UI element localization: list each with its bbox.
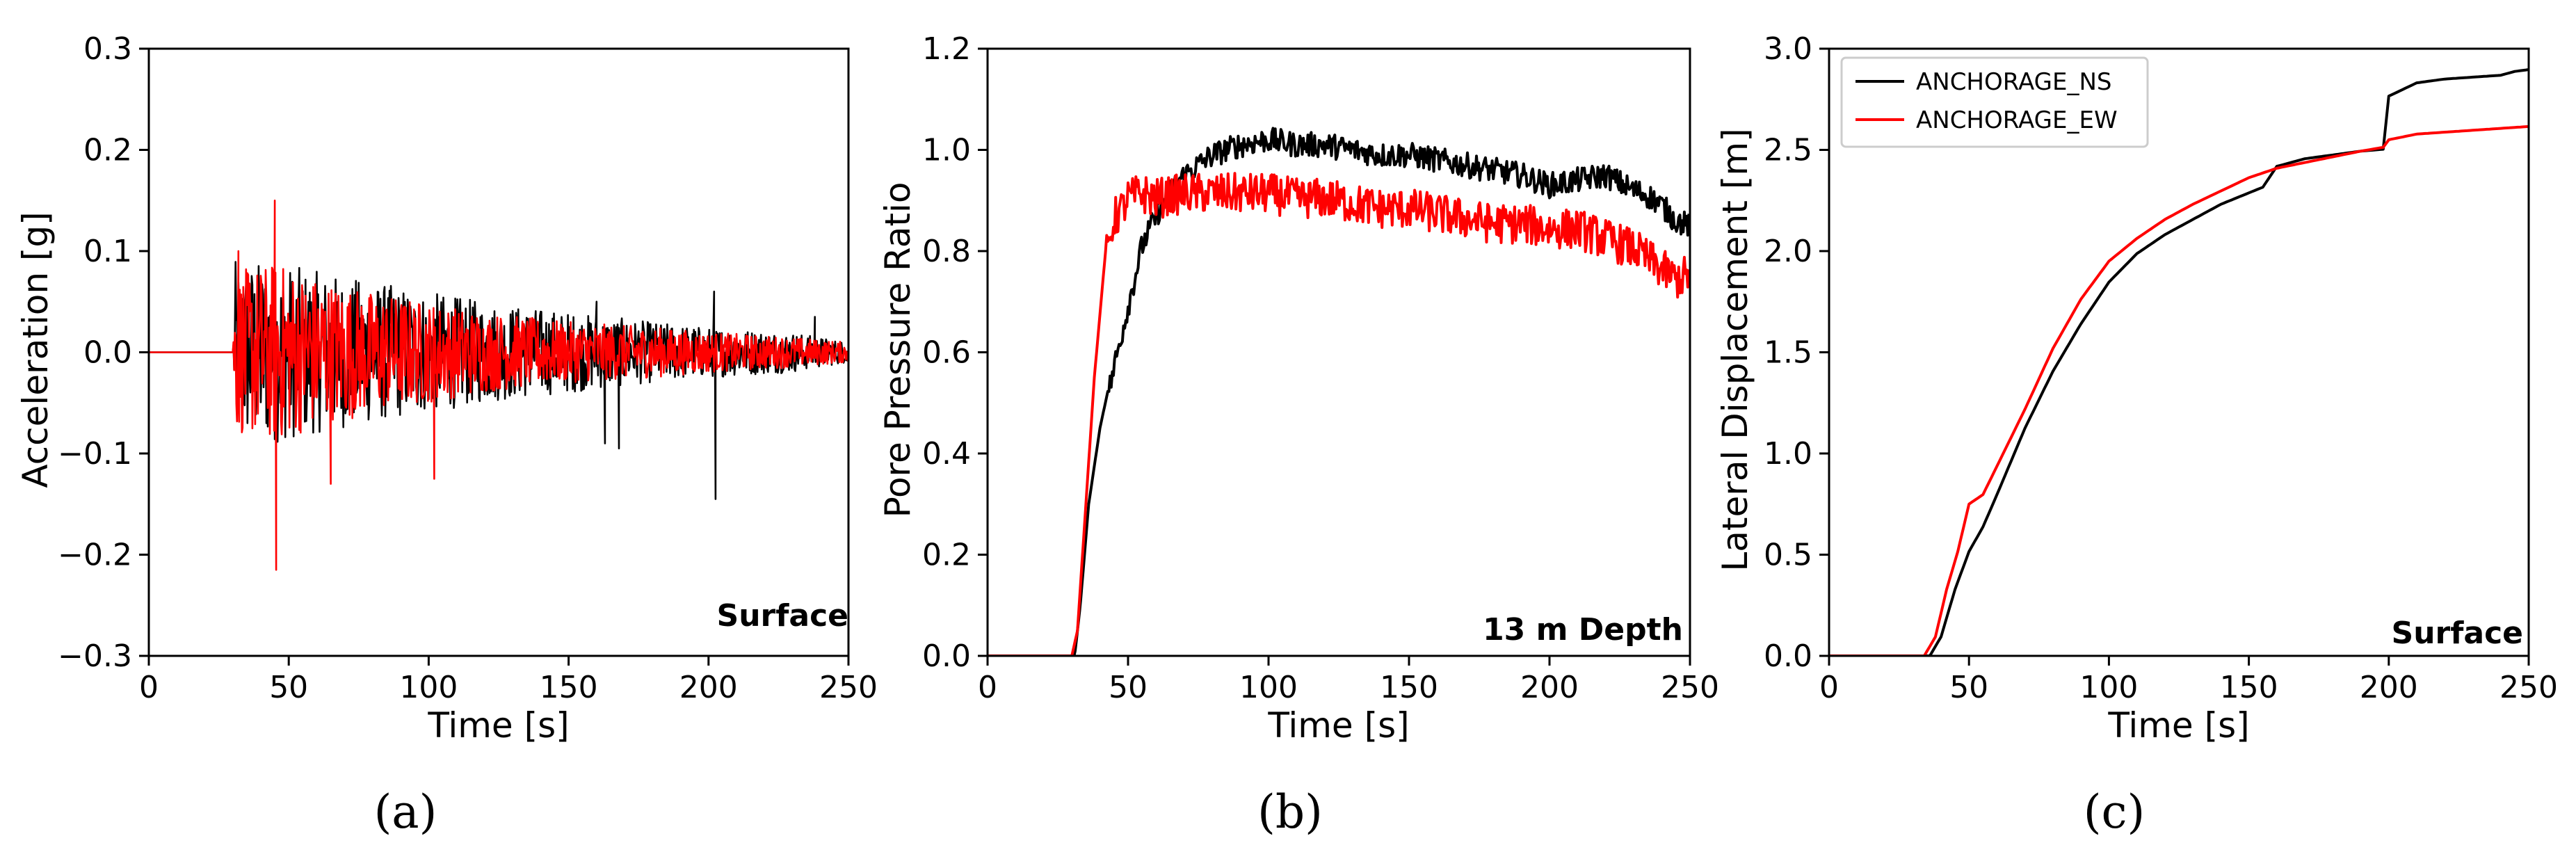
series-group [988, 127, 1690, 656]
x-tick-label: 100 [399, 670, 458, 705]
ylabel-c: Lateral Displacement [m] [1715, 128, 1755, 571]
x-tick-label: 200 [1520, 670, 1579, 705]
series-line-anchorage_ew [149, 200, 848, 571]
y-tick-label: 0.2 [922, 538, 971, 573]
annotation-b: 13 m Depth [1483, 612, 1683, 648]
y-tick-label: 1.2 [922, 31, 971, 67]
x-tick-label: 0 [1819, 670, 1839, 705]
panel-c: Lateral Displacement [m] Time [s] Surfac… [1715, 31, 2558, 746]
y-tick-label: 0.4 [922, 436, 971, 472]
x-tick-label: 0 [978, 670, 997, 705]
x-tick-label: 250 [2499, 670, 2558, 705]
annotation-c: Surface [2392, 616, 2523, 651]
caption-a: (a) [374, 785, 437, 839]
y-tick-label: 1.0 [922, 133, 971, 168]
x-tick-label: 150 [2220, 670, 2278, 705]
caption-b: (b) [1257, 785, 1323, 839]
xlabel-c: Time [s] [2107, 705, 2249, 746]
x-tick-label: 50 [269, 670, 308, 705]
panel-a: Acceleration [g] Time [s] Surface 0 50 100… [15, 31, 878, 746]
ylabel-b: Pore Pressure Ratio [878, 182, 918, 518]
x-tick-label: 250 [1661, 670, 1719, 705]
caption-c: (c) [2084, 785, 2145, 839]
y-tick-label: 0.0 [922, 638, 971, 674]
y-tick-label: −0.3 [58, 638, 132, 674]
series-line-anchorage_ew [988, 172, 1690, 656]
xlabel-b: Time [s] [1267, 705, 1409, 746]
y-tick-label: 1.5 [1764, 335, 1812, 371]
panel-b: Pore Pressure Ratio Time [s] 13 m Depth … [878, 31, 1719, 746]
xlabel-a: Time [s] [427, 705, 569, 746]
x-tick-label: 0 [139, 670, 159, 705]
y-tick-label: 2.0 [1764, 234, 1812, 269]
series-line-anchorage_ew [1829, 124, 2529, 656]
series-line-anchorage_ns [1829, 68, 2529, 656]
y-tick-label: 3.0 [1764, 31, 1812, 67]
x-tick-label: 150 [540, 670, 598, 705]
series-group [149, 200, 848, 571]
y-tick-label: 0.0 [83, 335, 132, 371]
series-line-anchorage_ns [988, 127, 1690, 656]
x-tick-label: 100 [1239, 670, 1298, 705]
x-tick-label: 50 [1949, 670, 1988, 705]
y-tick-label: 0.5 [1764, 538, 1812, 573]
plot-frame [986, 47, 1691, 657]
y-tick-label: −0.2 [58, 538, 132, 573]
y-tick-label: 0.8 [922, 234, 971, 269]
x-tick-label: 200 [679, 670, 738, 705]
x-tick-label: 250 [819, 670, 878, 705]
legend-box [1840, 56, 2149, 148]
y-tick-label: 0.3 [83, 31, 132, 67]
x-tick-label: 150 [1380, 670, 1438, 705]
legend: ANCHORAGE_NS ANCHORAGE_EW [1840, 56, 2149, 148]
series-group [1829, 68, 2529, 656]
y-tick-label: 0.1 [83, 234, 132, 269]
y-tick-label: 2.5 [1764, 133, 1812, 168]
x-tick-label: 50 [1109, 670, 1148, 705]
legend-label-ns: ANCHORAGE_NS [1916, 68, 2112, 96]
legend-label-ew: ANCHORAGE_EW [1916, 106, 2118, 134]
y-tick-label: 0.6 [922, 335, 971, 371]
y-tick-label: −0.1 [58, 436, 132, 472]
x-tick-label: 100 [2079, 670, 2138, 705]
y-tick-label: 0.0 [1764, 638, 1812, 674]
y-tick-label: 0.2 [83, 133, 132, 168]
y-tick-label: 1.0 [1764, 436, 1812, 472]
annotation-a: Surface [717, 598, 848, 634]
x-tick-label: 200 [2360, 670, 2418, 705]
ylabel-a: Acceleration [g] [15, 211, 56, 488]
